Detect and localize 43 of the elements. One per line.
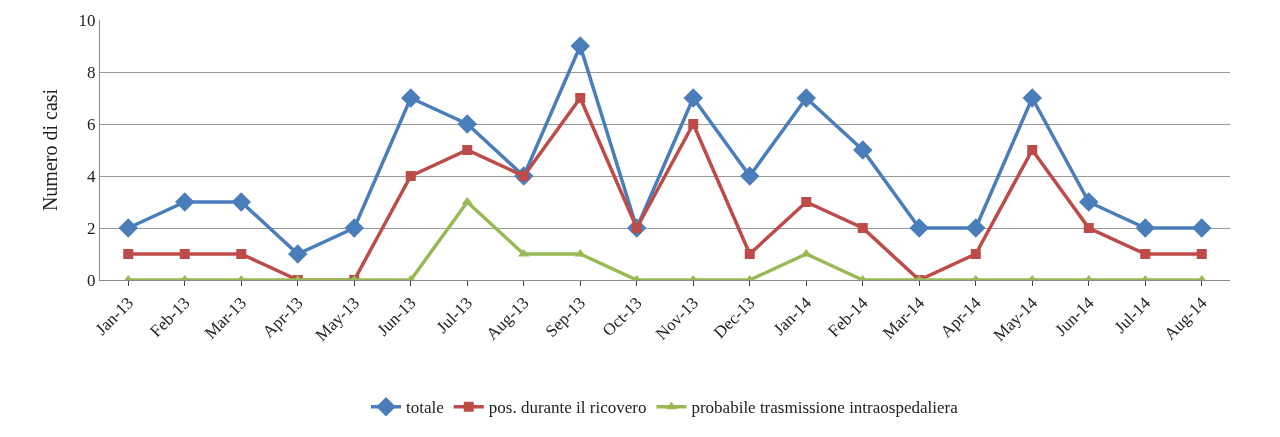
point	[857, 223, 868, 233]
y-tick-label: 0	[87, 270, 96, 290]
point	[909, 218, 929, 238]
point	[570, 36, 590, 56]
point	[231, 192, 251, 212]
y-tick-label: 4	[87, 166, 97, 186]
point	[344, 218, 364, 238]
point	[179, 249, 190, 259]
point	[1022, 88, 1042, 108]
y-tick-label: 8	[87, 62, 96, 82]
y-tick-label: 10	[78, 10, 96, 30]
point	[744, 249, 755, 259]
point	[683, 88, 703, 108]
point	[1135, 218, 1155, 238]
point	[288, 244, 308, 264]
y-tick-label: 6	[87, 114, 96, 134]
point	[118, 218, 138, 238]
point	[1192, 218, 1212, 238]
point	[796, 88, 816, 108]
point	[1196, 249, 1207, 259]
y-tick-label: 2	[87, 218, 96, 238]
point	[966, 218, 986, 238]
point	[575, 93, 586, 103]
legend-label: pos. durante il ricovero	[488, 398, 647, 418]
point	[853, 140, 873, 160]
point	[1140, 249, 1151, 259]
point	[1079, 192, 1099, 212]
point	[457, 114, 477, 134]
point	[1083, 223, 1094, 233]
legend-label: probabile trasmissione intraospedaliera	[691, 398, 959, 418]
point	[688, 119, 699, 129]
point	[970, 249, 981, 259]
y-axis-title: Numero di casi	[39, 88, 62, 212]
point	[123, 249, 134, 259]
point	[401, 88, 421, 108]
point	[175, 192, 195, 212]
point	[740, 166, 760, 186]
point	[405, 171, 416, 181]
point	[801, 197, 812, 207]
point	[462, 145, 473, 155]
legend-label: totale	[406, 398, 444, 418]
point	[236, 249, 247, 259]
point	[1027, 145, 1038, 155]
